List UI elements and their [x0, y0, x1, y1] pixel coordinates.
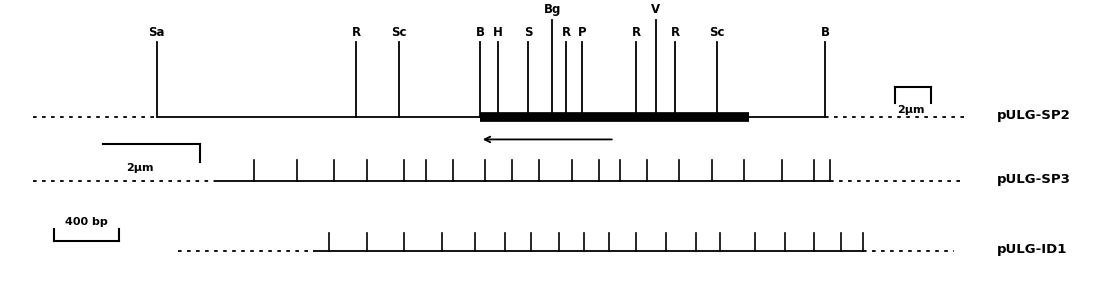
Text: 400 bp: 400 bp: [65, 217, 108, 227]
Text: Sc: Sc: [392, 26, 407, 39]
Text: 2μm: 2μm: [898, 105, 925, 115]
Text: Sa: Sa: [148, 26, 165, 39]
Text: R: R: [351, 26, 361, 39]
Text: 2μm: 2μm: [126, 163, 154, 173]
Text: P: P: [578, 26, 586, 39]
Text: pULG-SP3: pULG-SP3: [998, 173, 1071, 186]
Text: Bg: Bg: [543, 3, 561, 16]
Text: V: V: [651, 3, 660, 16]
Text: H: H: [493, 26, 503, 39]
Text: B: B: [475, 26, 484, 39]
Text: pULG-ID1: pULG-ID1: [998, 243, 1068, 256]
Text: R: R: [562, 26, 571, 39]
Text: S: S: [525, 26, 532, 39]
Text: R: R: [631, 26, 641, 39]
Text: B: B: [821, 26, 829, 39]
Text: Sc: Sc: [710, 26, 725, 39]
Text: R: R: [671, 26, 680, 39]
Text: pULG-SP2: pULG-SP2: [998, 109, 1071, 122]
